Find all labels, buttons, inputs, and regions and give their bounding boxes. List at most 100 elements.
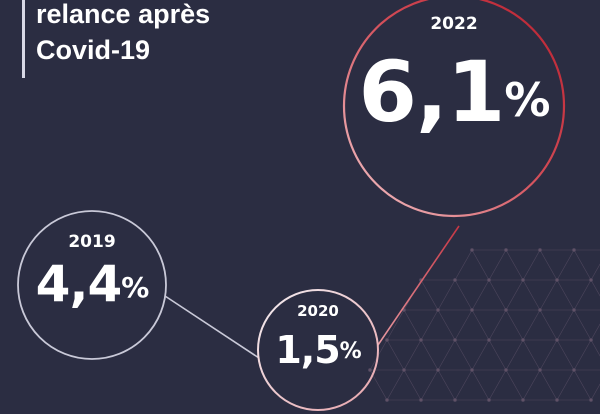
network-edge [573,309,592,341]
network-edge [488,339,507,371]
network-edge [403,309,422,341]
network-edge [573,369,592,401]
network-node [521,278,525,282]
network-edge [420,309,439,341]
network-node [504,308,508,312]
bubble-2022: 2022 6,1% [344,14,564,142]
network-edge [539,339,558,371]
value-unit-2020: % [339,339,362,364]
network-edge [590,323,600,341]
network-node [402,368,406,372]
value-2022: 6,1% [344,42,564,142]
bubble-2019: 2019 4,4% [18,232,166,314]
network-edge [437,279,456,311]
network-edge [556,339,575,371]
network-edge [590,339,600,357]
network-edge [522,249,541,281]
network-edge [590,279,600,297]
title-line-1: relance après [36,0,211,29]
network-node [470,368,474,372]
network-edge [471,279,490,311]
circle-2020 [257,289,379,411]
network-edge [403,339,422,371]
network-node [572,368,576,372]
network-edge [556,249,575,281]
network-node [555,398,559,402]
network-node [504,248,508,252]
network-edge [386,339,405,371]
network-node [572,248,576,252]
network-node [521,338,525,342]
network-edge [573,339,592,371]
bubble-2020: 2020 1,5% [258,302,378,374]
network-node [436,368,440,372]
network-edge [471,249,490,281]
network-edge [437,369,456,401]
connector-line-2019-2020 [164,295,260,359]
network-edge [471,339,490,371]
network-edge [420,369,439,401]
network-node [487,338,491,342]
network-edge [505,249,524,281]
year-label-2022: 2022 [430,14,478,34]
network-edge [386,369,405,401]
network-edge [539,279,558,311]
network-edge [505,309,524,341]
network-edge [505,339,524,371]
network-edge [539,309,558,341]
network-node [538,368,542,372]
network-node [470,248,474,252]
network-edge [420,279,439,311]
network-edge [590,263,600,281]
network-node [385,338,389,342]
network-edge [420,339,439,371]
title-line-2: Covid-19 [36,35,151,65]
circle-2022 [342,0,566,218]
network-node [419,338,423,342]
network-edge [454,309,473,341]
network-node [504,368,508,372]
network-node [589,278,593,282]
network-edge [522,309,541,341]
network-node [521,398,525,402]
connector-line-2020-2022 [377,225,460,346]
network-edge [556,369,575,401]
network-node [385,398,389,402]
title-accent-bar [22,0,25,78]
network-node [470,308,474,312]
year-label-2019: 2019 [68,232,116,252]
network-node [538,248,542,252]
network-pattern-decoration [368,248,600,402]
network-node [419,398,423,402]
network-edge [454,279,473,311]
network-edge [522,279,541,311]
network-edge [454,249,473,281]
network-edge [386,309,405,341]
network-node [538,308,542,312]
network-edge [488,279,507,311]
network-edge [573,249,592,281]
network-edge [522,369,541,401]
network-edge [437,309,456,341]
network-edge [488,309,507,341]
value-2019: 4,4% [18,254,166,314]
network-node [368,368,372,372]
network-edge [556,279,575,311]
network-node [453,278,457,282]
network-node [436,308,440,312]
network-edge [437,339,456,371]
network-edge [488,249,507,281]
network-edge [471,369,490,401]
network-edge [505,369,524,401]
value-unit-2022: % [504,73,550,127]
network-node [453,338,457,342]
network-node [453,398,457,402]
network-edge [539,369,558,401]
value-number-2022: 6,1 [358,43,506,141]
network-edge [539,249,558,281]
network-edge [488,369,507,401]
year-label-2020: 2020 [297,302,339,320]
network-edge [454,339,473,371]
page-title: relance après Covid-19 [36,0,210,68]
